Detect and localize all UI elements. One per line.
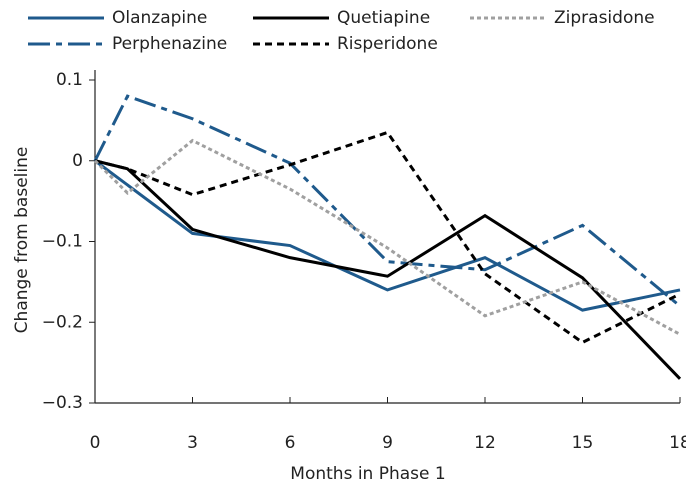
x-tick-label: 6 [285, 433, 296, 453]
x-tick-label: 15 [572, 433, 594, 453]
legend-label: Risperidone [337, 34, 438, 54]
x-tick-label: 3 [187, 433, 198, 453]
y-axis-label: Change from baseline [12, 147, 32, 334]
x-tick-label: 18 [669, 433, 686, 453]
y-tick-label: −0.2 [42, 312, 83, 332]
x-axis-label: Months in Phase 1 [290, 464, 445, 484]
line [93, 138, 681, 336]
y-tick-label: −0.1 [42, 232, 83, 252]
legend-label: Ziprasidone [554, 8, 655, 28]
y-tick-label: 0 [72, 151, 83, 171]
legend-label: Quetiapine [337, 8, 430, 28]
x-tick-label: 0 [90, 433, 101, 453]
line [94, 159, 682, 380]
legend-label: Olanzapine [112, 8, 207, 28]
x-tick-label: 9 [382, 433, 393, 453]
line [94, 130, 681, 345]
y-tick-label: −0.3 [42, 393, 83, 413]
line [93, 94, 681, 308]
legend-label: Perphenazine [112, 34, 227, 54]
x-tick-label: 12 [474, 433, 496, 453]
y-tick-label: 0.1 [56, 70, 83, 90]
